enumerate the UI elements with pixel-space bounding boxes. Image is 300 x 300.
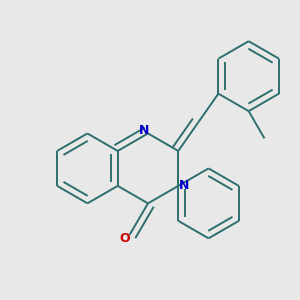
Text: N: N: [178, 179, 189, 192]
Text: N: N: [138, 124, 149, 137]
Text: O: O: [120, 232, 130, 245]
